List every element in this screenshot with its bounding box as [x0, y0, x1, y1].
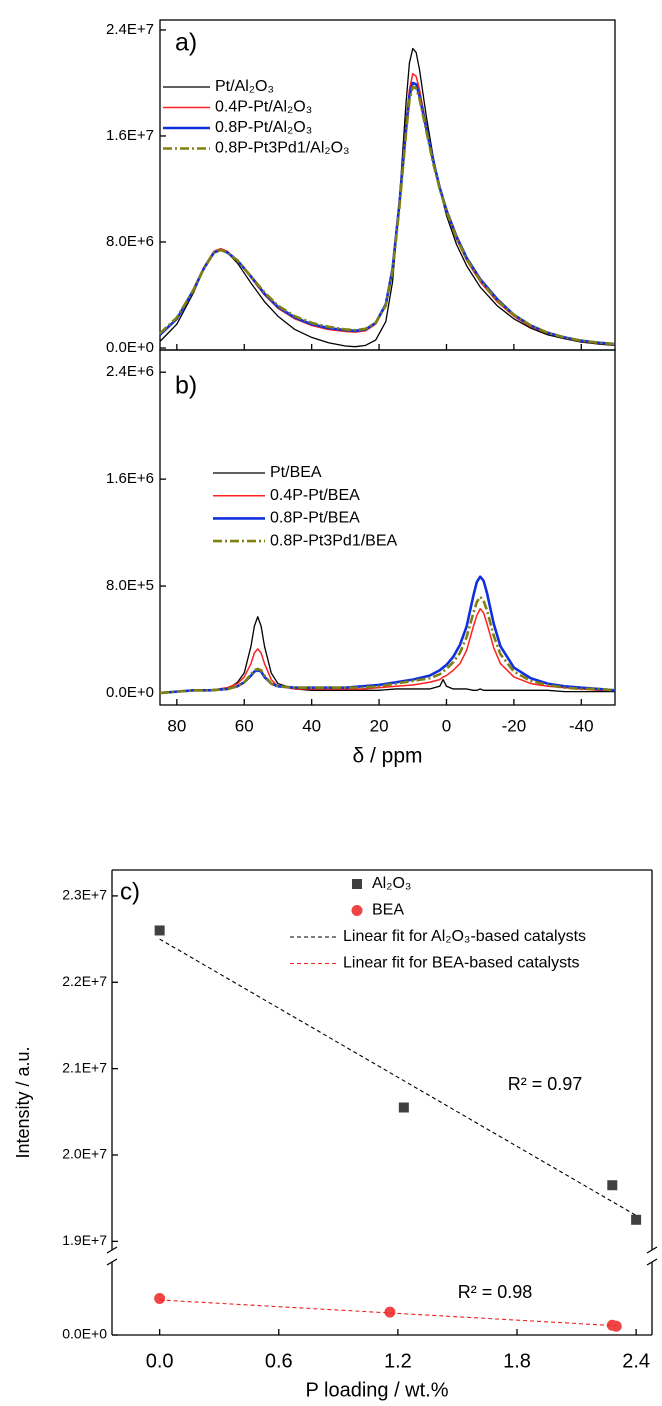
- y-axis-label: Intensity / a.u.: [13, 1046, 33, 1158]
- legend-label: Al₂O₃: [372, 875, 411, 892]
- x-tick-label: 20: [370, 716, 389, 735]
- y-tick-label: 1.6E+6: [106, 470, 154, 487]
- point: [154, 1293, 166, 1304]
- fit-line: [159, 938, 637, 1216]
- y-tick-label: 8.0E+6: [106, 233, 154, 250]
- spectrum-line: [159, 608, 615, 694]
- point: [154, 925, 165, 936]
- x-tick-label: 2.4: [622, 1350, 650, 1372]
- plot-frame: [159, 349, 616, 706]
- legend-swatch: [352, 879, 362, 889]
- panel-label: c): [120, 878, 140, 905]
- x-tick-label: 40: [302, 716, 321, 735]
- point: [384, 1306, 396, 1318]
- x-tick-label: 60: [235, 716, 254, 735]
- legend-label: 0.8P-Pt3Pd1/BEA: [270, 532, 398, 549]
- legend-label: 0.8P-Pt/Al₂O₃: [215, 119, 312, 136]
- legend-label: Pt/Al₂O₃: [215, 78, 274, 95]
- y-tick-label: 2.4E+7: [106, 21, 154, 38]
- point: [631, 1214, 642, 1225]
- panel-label: b): [175, 372, 197, 400]
- annotation: R² = 0.98: [458, 1282, 533, 1302]
- x-tick-label: 0: [442, 716, 451, 735]
- legend-label: 0.4P-Pt/Al₂O₃: [215, 99, 312, 116]
- legend-label: 0.8P-Pt/BEA: [270, 510, 360, 527]
- y-tick-label: 2.1E+7: [62, 1059, 107, 1075]
- y-tick-label: 1.9E+7: [62, 1232, 107, 1248]
- y-tick-label: 0.0E+0: [106, 684, 154, 701]
- point: [610, 1320, 622, 1332]
- axis-break: [646, 1246, 658, 1254]
- y-tick-label: 8.0E+5: [106, 577, 154, 594]
- y-tick-label: 1.6E+7: [106, 127, 154, 144]
- axis-break: [646, 1258, 658, 1266]
- x-tick-label: 1.8: [503, 1350, 531, 1372]
- point: [398, 1102, 409, 1113]
- x-tick-label: 0.6: [265, 1350, 293, 1372]
- legend-label: Pt/BEA: [270, 464, 322, 481]
- x-tick-label: -20: [502, 716, 527, 735]
- legend-label: 0.8P-Pt3Pd1/Al₂O₃: [215, 140, 350, 157]
- y-tick-label: 0.0E+0: [62, 1326, 107, 1342]
- spectrum-line: [159, 616, 615, 694]
- axis-break: [106, 1246, 118, 1254]
- x-tick-label: 80: [167, 716, 186, 735]
- legend-label: Linear fit for Al₂O₃-based catalysts: [343, 928, 586, 945]
- spectrum-line: [159, 85, 616, 346]
- y-tick-label: 2.4E+6: [106, 363, 154, 380]
- legend-label: 0.4P-Pt/BEA: [270, 487, 360, 504]
- y-tick-label: 2.2E+7: [62, 973, 107, 989]
- legend-swatch: [351, 905, 363, 916]
- y-tick-label: 0.0E+0: [106, 339, 154, 356]
- point: [607, 1180, 618, 1191]
- spectrum-line: [159, 575, 616, 695]
- x-axis-label: δ / ppm: [352, 745, 422, 768]
- spectrum-line: [159, 595, 616, 695]
- x-tick-label: 1.2: [384, 1350, 412, 1372]
- x-tick-label: 0.0: [146, 1350, 174, 1372]
- fit-line: [159, 1299, 617, 1327]
- axis-break: [106, 1258, 118, 1266]
- legend-label: Linear fit for BEA-based catalysts: [343, 955, 580, 972]
- panel-label: a): [175, 29, 197, 57]
- y-tick-label: 2.0E+7: [62, 1146, 107, 1162]
- annotation: R² = 0.97: [508, 1074, 583, 1094]
- legend-label: BEA: [372, 902, 404, 919]
- y-tick-label: 2.3E+7: [62, 887, 107, 903]
- x-tick-label: -40: [569, 716, 594, 735]
- x-axis-label: P loading / wt.%: [305, 1379, 448, 1401]
